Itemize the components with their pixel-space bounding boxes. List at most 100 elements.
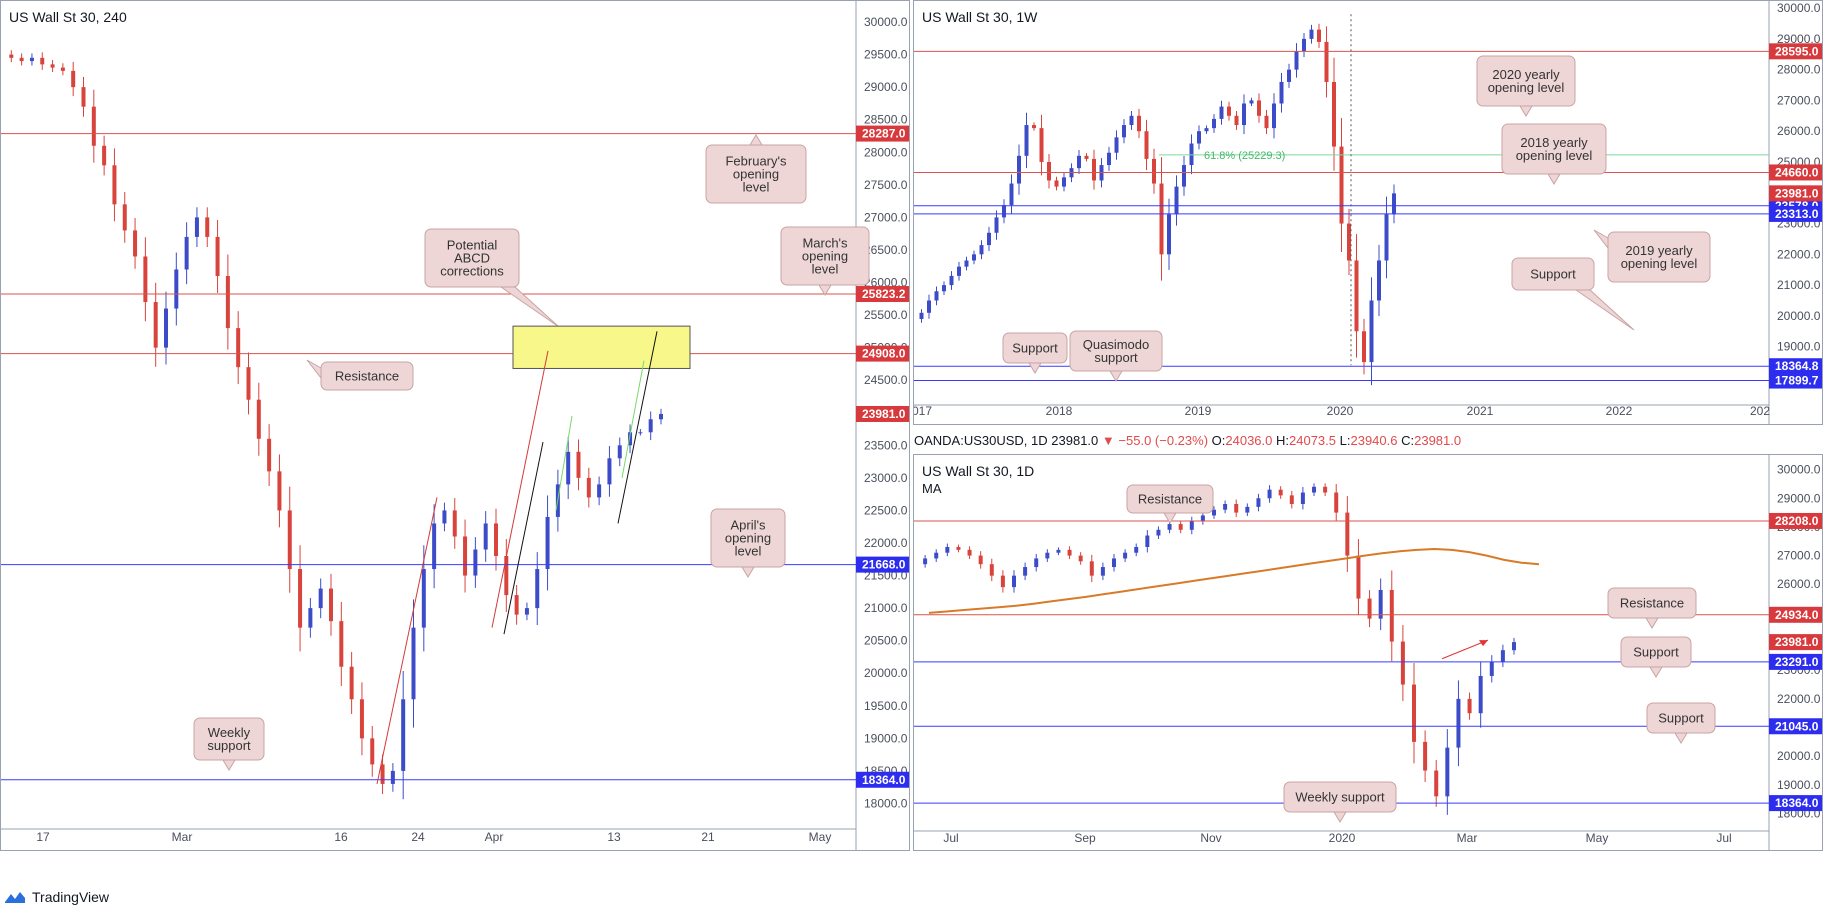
callout-box (1607, 587, 1697, 619)
callout-tail (1547, 173, 1561, 185)
callout-box (780, 226, 870, 286)
callout-box (1476, 55, 1576, 107)
callout-text: support (1094, 350, 1138, 365)
callout-text: level (743, 180, 770, 195)
candle-body (1200, 515, 1205, 522)
abcd-leg-red-2 (491, 350, 549, 628)
candle-body (112, 165, 117, 205)
candle-body (1219, 106, 1224, 119)
callout-tail (222, 759, 236, 771)
chart-weekly-svg[interactable]: 30000.029000.028000.027000.026000.025000… (914, 1, 1823, 425)
candle-body (1223, 503, 1228, 510)
callout-tail (749, 134, 763, 146)
level-label: 24660.0 (1775, 165, 1819, 179)
y-tick-label: 23500.0 (864, 438, 908, 452)
candle-body (40, 57, 45, 65)
x-tick-label: Mar (1457, 831, 1478, 845)
chart-panel-h4[interactable]: 30000.0 29500.0 29000.0 28500.0 28000.0 27500… (0, 0, 910, 851)
x-tick-label: 21 (701, 830, 715, 844)
y-tick-label: 22000.0 (864, 536, 908, 550)
callout-text: Support (1633, 645, 1679, 660)
candle-body (1047, 161, 1051, 181)
callout-text: Potential (447, 238, 498, 253)
callout-tail (1574, 289, 1635, 331)
y-tick-label: 27000.0 (1777, 549, 1821, 563)
candle-body (597, 484, 602, 498)
callout-tail (741, 566, 755, 578)
candle-body (184, 236, 189, 270)
candle-body (246, 367, 251, 400)
y-tick-label: 30000.0 (864, 15, 908, 29)
candle-body (659, 413, 663, 420)
callout-text: Quasimodo (1083, 337, 1149, 352)
candle-body (267, 438, 272, 472)
y-tick-label: 30000.0 (1777, 463, 1821, 477)
tradingview-logo-icon (5, 892, 25, 903)
break-arrow-head (1479, 640, 1488, 647)
y-tick-label: 22000.0 (1777, 692, 1821, 706)
footer: TradingView (4, 889, 109, 905)
current-price-label: 23981.0 (1775, 635, 1819, 649)
callout-text: Support (1658, 711, 1704, 726)
candle-body (1032, 125, 1036, 129)
x-tick-label: 2022 (1606, 404, 1633, 418)
candle-body (1023, 567, 1028, 576)
candle-body (71, 70, 76, 88)
candle-body (143, 256, 148, 303)
candle-body (1156, 529, 1161, 536)
callout-tail (1163, 512, 1177, 524)
candle-body (1159, 183, 1164, 255)
candle-body (1512, 642, 1516, 651)
x-tick-label: 24 (411, 830, 425, 844)
candle-body (566, 451, 571, 485)
y-tick-label: 27500.0 (864, 178, 908, 192)
y-tick-label: 29500.0 (864, 48, 908, 62)
candle-body (504, 556, 509, 596)
callout-text: 2018 yearly (1520, 135, 1588, 150)
x-tick-label: Apr (485, 830, 504, 844)
symbol-name[interactable]: OANDA:US30USD, 1D (914, 433, 1048, 448)
current-price-box (1769, 634, 1822, 651)
level-label-box (856, 771, 909, 788)
candle-body (122, 204, 127, 231)
symbol-info-bar: OANDA:US30USD, 1D 23981.0 ▼ −55.0 (−0.23… (914, 433, 1461, 448)
candle-body (1056, 549, 1061, 553)
candle-body (535, 569, 540, 609)
callout-text: Resistance (1138, 492, 1202, 507)
chart-h4-svg[interactable]: 30000.0 29500.0 29000.0 28500.0 28000.0 27500… (1, 1, 910, 851)
callout-tail (1109, 370, 1123, 382)
candle-body (349, 666, 354, 700)
candle-body (1400, 641, 1405, 685)
x-tick-label: 17 (36, 830, 50, 844)
candle-body (1378, 589, 1383, 619)
candle-body (1123, 552, 1128, 559)
chart-panel-daily[interactable]: 30000.029000.028000.027000.026000.025000… (913, 454, 1823, 851)
candle-body (133, 230, 138, 257)
callout-box (710, 508, 786, 568)
x-tick-label: 2018 (1046, 404, 1073, 418)
candle-body (1272, 103, 1276, 129)
footer-brand[interactable]: TradingView (32, 889, 110, 905)
level-label: 21045.0 (1775, 719, 1819, 733)
candle-body (494, 523, 498, 557)
candle-body (967, 549, 972, 556)
candle-body (1234, 115, 1239, 126)
y-tick-label: 29000.0 (1777, 491, 1821, 505)
callout-box (1126, 484, 1214, 514)
chart-panel-weekly[interactable]: 30000.0 29000.0 28000.0 27000.0 26000.0 25000… (913, 0, 1823, 425)
candle-body (60, 67, 65, 71)
ma-indicator-label[interactable]: MA (922, 481, 942, 496)
candle-body (545, 516, 550, 570)
y-tick-label: 29000.0 (864, 80, 908, 94)
candle-body (957, 266, 961, 276)
candle-body (1279, 81, 1284, 104)
callout-text: 2019 yearly (1625, 243, 1693, 258)
y-tick-label: 28000.0 (864, 145, 908, 159)
candle-body (1000, 575, 1005, 588)
candle-body (432, 523, 437, 570)
candle-body (1134, 546, 1139, 553)
level-label-box (856, 556, 909, 573)
chart-daily-svg[interactable]: 30000.029000.028000.027000.026000.025000… (914, 455, 1823, 851)
candle-body (1045, 552, 1050, 559)
candle-body (1423, 741, 1428, 771)
